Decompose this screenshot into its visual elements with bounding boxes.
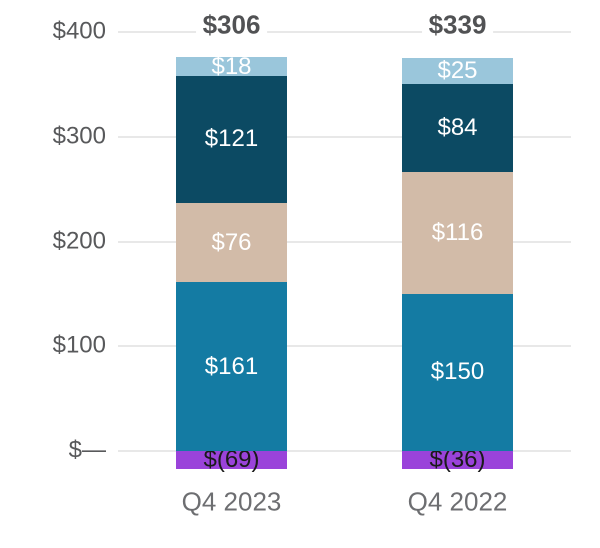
x-axis-category-label: Q4 2022 — [407, 486, 508, 517]
total-value-label: $306 — [195, 9, 268, 41]
segment-value-label: $25 — [437, 57, 478, 85]
teal-segment — [176, 282, 287, 451]
teal-segment — [402, 293, 513, 451]
gridline-200 — [118, 240, 571, 243]
y-axis-tick-label: $100 — [52, 331, 106, 359]
purple-segment — [176, 451, 287, 469]
segment-value-label: $(69) — [203, 446, 260, 473]
y-axis-tick-label: $300 — [52, 122, 106, 150]
light-blue-segment — [176, 57, 287, 76]
y-axis-tick-label: $— — [68, 436, 106, 464]
segment-value-label: $(36) — [429, 446, 486, 473]
y-axis-tick-label: $400 — [52, 17, 106, 45]
light-blue-segment — [402, 58, 513, 85]
purple-segment — [402, 451, 513, 469]
gridline-100 — [118, 345, 571, 348]
segment-value-label: $84 — [437, 114, 478, 142]
tan-segment — [402, 172, 513, 294]
dark-blue-segment — [176, 75, 287, 203]
gridline-300 — [118, 135, 571, 138]
gridline-400 — [118, 31, 571, 33]
segment-value-label: $18 — [211, 52, 252, 80]
segment-value-label: $150 — [430, 358, 485, 386]
segment-value-label: $76 — [211, 228, 252, 256]
segment-value-label: $121 — [204, 125, 259, 153]
dark-blue-segment — [402, 84, 513, 173]
segment-value-label: $161 — [204, 352, 259, 380]
x-axis-category-label: Q4 2023 — [181, 486, 282, 517]
gridline-0 — [118, 450, 571, 452]
y-axis-tick-label: $200 — [52, 226, 106, 254]
segment-value-label: $116 — [431, 219, 484, 247]
total-value-label: $339 — [421, 9, 494, 41]
tan-segment — [176, 202, 287, 283]
